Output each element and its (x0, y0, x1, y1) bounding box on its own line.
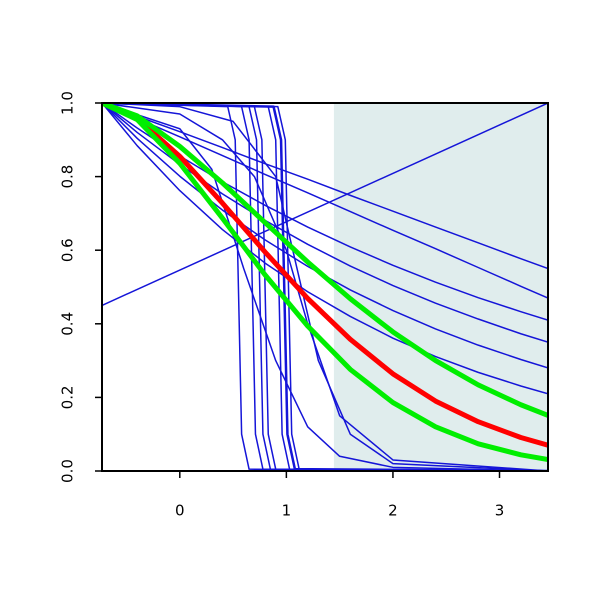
plot-area (102, 103, 548, 471)
y-tick-label: 0.6 (59, 238, 77, 262)
plot-frame (101, 102, 549, 472)
x-tick-label: 0 (175, 502, 185, 520)
series-line (102, 103, 548, 471)
series-line (102, 103, 548, 463)
series-line (102, 103, 548, 471)
y-tick-label: 1.0 (59, 91, 77, 115)
y-tick-label: 0.0 (59, 459, 77, 483)
shaded-region (333, 103, 548, 471)
series-line (102, 103, 548, 299)
series-line (102, 103, 548, 270)
x-tick-label: 2 (388, 502, 398, 520)
series-line (102, 103, 548, 418)
y-tick-label: 0.2 (59, 385, 77, 409)
x-tick-label: 3 (495, 502, 505, 520)
series-line (102, 103, 548, 395)
x-tick-label: 1 (282, 502, 292, 520)
y-tick-label: 0.8 (59, 165, 77, 189)
series-line (102, 103, 548, 471)
y-tick-label: 0.4 (59, 312, 77, 336)
series-line (102, 103, 548, 448)
series-line (102, 103, 548, 471)
series-line (102, 103, 548, 307)
